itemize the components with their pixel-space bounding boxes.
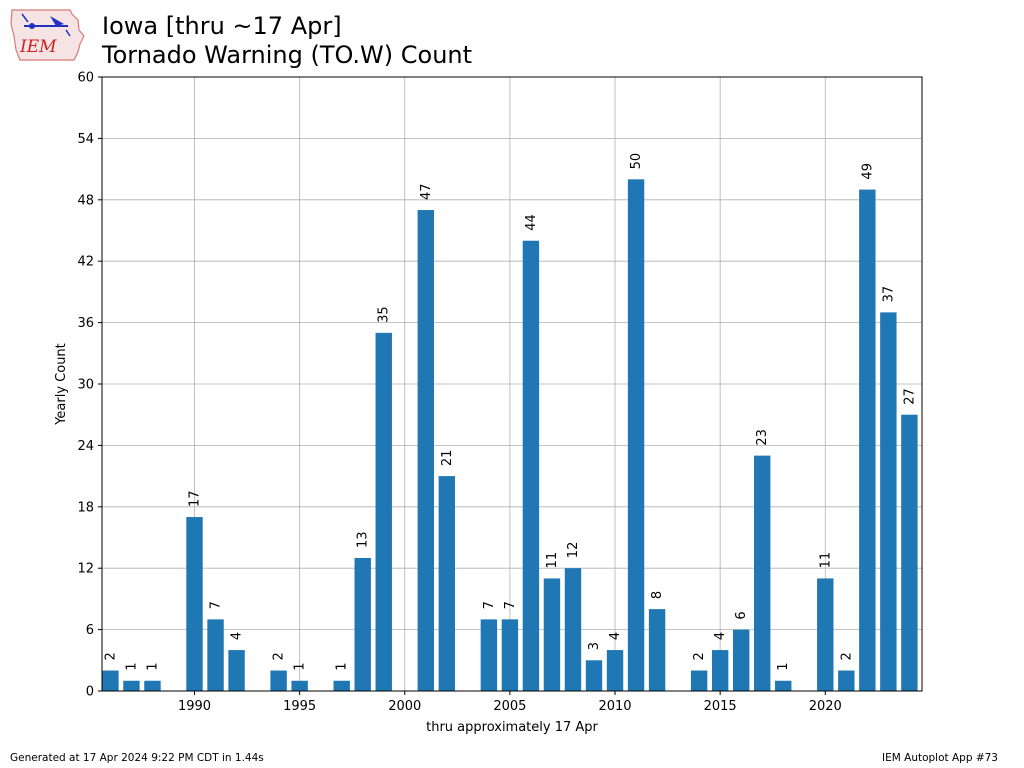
- bar-label-2007: 11: [545, 552, 560, 569]
- chart-title: Iowa [thru ~17 Apr] Tornado Warning (TO.…: [102, 12, 472, 70]
- bar-1994: [270, 670, 287, 691]
- bar-2004: [480, 619, 498, 691]
- bar-label-1991: 7: [209, 601, 224, 609]
- bar-2011: [627, 179, 645, 692]
- bar-label-1992: 4: [230, 632, 245, 640]
- x-tick-label: 2005: [493, 699, 526, 714]
- y-tick-label: 12: [77, 562, 94, 577]
- bar-2007: [543, 578, 561, 691]
- bar-2010: [606, 650, 624, 691]
- bar-1988: [144, 680, 161, 691]
- iem-logo: IEM: [8, 6, 86, 64]
- bar-1991: [207, 619, 224, 691]
- y-tick-label: 42: [77, 255, 94, 270]
- iowa-state-outline-icon: IEM: [10, 9, 85, 61]
- bar-label-1990: 17: [188, 490, 203, 507]
- y-tick-label: 6: [86, 623, 94, 638]
- bar-2005: [501, 619, 519, 691]
- x-tick-label: 1990: [178, 699, 211, 714]
- bar-2001: [417, 210, 434, 692]
- generated-timestamp: Generated at 17 Apr 2024 9:22 PM CDT in …: [10, 752, 264, 764]
- bar-1998: [354, 557, 371, 691]
- title-line-1: Iowa [thru ~17 Apr]: [102, 12, 342, 40]
- bar-label-2014: 2: [692, 652, 707, 660]
- bar-label-2008: 12: [566, 542, 581, 559]
- bar-label-2005: 7: [503, 601, 518, 609]
- bar-label-2015: 4: [713, 632, 728, 640]
- bar-label-2002: 21: [440, 450, 455, 467]
- x-tick-label: 2015: [704, 699, 737, 714]
- bar-1987: [123, 680, 140, 691]
- bar-2002: [438, 476, 456, 691]
- x-tick-label: 1995: [283, 699, 316, 714]
- bar-2006: [522, 240, 540, 691]
- x-tick-label: 2000: [388, 699, 421, 714]
- y-tick-label: 0: [86, 685, 94, 700]
- bar-2015: [711, 650, 729, 691]
- bar-label-2020: 11: [818, 552, 833, 569]
- bar-2018: [775, 680, 792, 691]
- bar-2009: [585, 660, 603, 691]
- bar-label-2010: 4: [608, 632, 623, 640]
- bar-1995: [291, 680, 308, 691]
- y-axis-label: Yearly Count: [54, 343, 69, 426]
- y-tick-label: 54: [77, 132, 94, 147]
- bar-1997: [333, 680, 350, 691]
- bar-1990: [186, 517, 203, 691]
- y-axis-ticks: 0 6 12 18 24 30 36 42 48 54 60: [77, 71, 102, 700]
- bar-label-1998: 13: [356, 531, 371, 548]
- bar-2020: [817, 578, 834, 691]
- bars-group: [102, 179, 918, 692]
- bar-2012: [648, 609, 666, 691]
- bar-label-2012: 8: [650, 591, 665, 599]
- bar-label-2009: 3: [587, 642, 602, 650]
- title-line-2: Tornado Warning (TO.W) Count: [102, 41, 473, 69]
- y-tick-label: 30: [77, 378, 94, 393]
- bar-label-2016: 6: [734, 611, 749, 619]
- bar-label-2018: 1: [776, 662, 791, 670]
- bar-1999: [375, 332, 392, 691]
- bar-2023: [880, 312, 897, 691]
- bar-2017: [754, 455, 771, 691]
- bar-label-1997: 1: [335, 662, 350, 670]
- bar-label-1995: 1: [293, 662, 308, 670]
- bar-label-1999: 35: [377, 306, 392, 323]
- x-axis-label: thru approximately 17 Apr: [426, 720, 598, 735]
- logo-text: IEM: [19, 37, 57, 57]
- bar-label-2001: 47: [419, 183, 434, 200]
- bar-2016: [732, 629, 750, 691]
- bar-label-2021: 2: [839, 652, 854, 660]
- bar-label-2004: 7: [482, 601, 497, 609]
- bar-2024: [901, 414, 918, 691]
- y-tick-label: 18: [77, 500, 94, 515]
- x-axis-ticks: 1990 1995 2000 2005 2010 2015 2020: [178, 691, 842, 714]
- y-tick-label: 60: [77, 71, 94, 86]
- bar-label-1986: 2: [103, 652, 118, 660]
- y-tick-label: 48: [77, 193, 94, 208]
- bar-label-2024: 27: [902, 388, 917, 405]
- y-tick-label: 36: [77, 316, 94, 331]
- app-identifier: IEM Autoplot App #73: [882, 752, 998, 764]
- bar-label-2023: 37: [881, 286, 896, 303]
- bar-label-1988: 1: [145, 662, 160, 670]
- bar-label-2017: 23: [755, 429, 770, 446]
- bar-2008: [564, 568, 582, 691]
- bar-label-2006: 44: [524, 214, 539, 231]
- bar-label-2011: 50: [629, 153, 644, 170]
- y-tick-label: 24: [77, 439, 94, 454]
- grid-lines: [102, 76, 922, 692]
- bar-2021: [838, 670, 855, 691]
- bar-2022: [859, 189, 876, 692]
- x-tick-label: 2010: [598, 699, 631, 714]
- bar-label-1987: 1: [124, 662, 139, 670]
- bar-1986: [102, 670, 119, 691]
- bar-2014: [690, 670, 708, 691]
- bar-label-1994: 2: [272, 652, 287, 660]
- bar-1992: [228, 650, 245, 691]
- x-tick-label: 2020: [809, 699, 842, 714]
- bar-label-2022: 49: [860, 163, 875, 180]
